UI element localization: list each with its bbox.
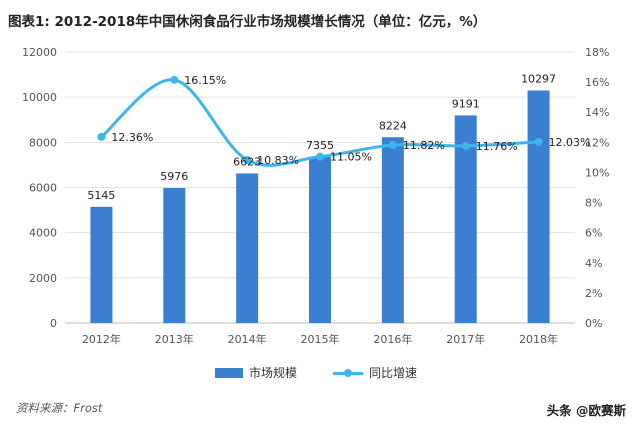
x-tick-label: 2012年 [82, 332, 121, 346]
chart-legend: 市场规模 同比增速 [215, 364, 417, 381]
y-right-tick-label: 12% [585, 136, 609, 149]
y-right-tick-label: 4% [585, 257, 602, 270]
growth-point [316, 152, 324, 161]
bar-value-label: 10297 [521, 72, 556, 85]
y-right-tick-label: 10% [585, 166, 609, 179]
y-left-tick-label: 8000 [29, 136, 57, 149]
chart-title: 图表1: 2012-2018年中国休闲食品行业市场规模增长情况（单位：亿元，%） [8, 14, 487, 30]
y-right-tick-label: 8% [585, 197, 602, 210]
growth-value-label: 12.03% [549, 136, 591, 149]
legend-item-line: 同比增速 [333, 364, 417, 381]
bar [527, 90, 550, 324]
x-tick-label: 2016年 [373, 332, 412, 346]
y-right-tick-label: 2% [585, 287, 602, 300]
source-note: 资料来源：Frost [16, 401, 103, 415]
growth-value-label: 11.82% [403, 139, 445, 152]
y-left-tick-label: 12000 [22, 46, 57, 59]
y-left-tick-label: 4000 [29, 227, 57, 240]
growth-value-label: 10.83% [257, 154, 299, 167]
y-right-tick-label: 0% [585, 317, 602, 330]
bar-value-label: 5145 [87, 189, 115, 202]
legend-item-bar: 市场规模 [215, 364, 297, 381]
growth-point [461, 141, 470, 150]
legend-line-swatch [333, 368, 364, 378]
y-right-tick-label: 6% [585, 227, 602, 240]
growth-value-label: 16.15% [184, 74, 226, 87]
legend-bar-swatch [215, 367, 243, 378]
bar [90, 206, 113, 323]
y-left-tick-label: 2000 [29, 272, 57, 285]
bar-value-label: 5976 [160, 170, 188, 183]
bar-value-label: 7355 [306, 139, 334, 152]
bar-value-label: 9191 [452, 97, 480, 110]
growth-value-label: 12.36% [111, 131, 153, 144]
y-right-tick-label: 18% [585, 46, 609, 59]
x-tick-label: 2015年 [301, 332, 340, 346]
y-left-tick-label: 0 [50, 317, 57, 330]
legend-line-label: 同比增速 [369, 366, 418, 380]
y-left-tick-label: 6000 [29, 182, 57, 195]
growth-point [97, 132, 106, 141]
bar [381, 137, 404, 323]
bar [236, 173, 259, 323]
growth-value-label: 11.05% [330, 151, 372, 164]
growth-point [170, 75, 179, 84]
bar-value-label: 8224 [379, 119, 407, 132]
brand-watermark: 头条 @欧赛斯 [546, 403, 626, 418]
y-left-tick-label: 10000 [22, 91, 57, 104]
x-tick-label: 2013年 [155, 332, 194, 346]
x-tick-label: 2014年 [228, 332, 267, 346]
legend-bar-label: 市场规模 [249, 366, 298, 380]
bar [163, 188, 186, 323]
y-right-tick-label: 14% [585, 106, 609, 119]
growth-point [534, 137, 543, 146]
bar [454, 115, 477, 323]
x-tick-label: 2018年 [519, 332, 558, 346]
y-right-tick-label: 16% [585, 76, 609, 89]
growth-point [243, 155, 252, 164]
x-tick-label: 2017年 [446, 332, 485, 346]
bar-value-label: 6623 [233, 155, 261, 168]
growth-value-label: 11.76% [476, 140, 518, 153]
growth-point [388, 141, 397, 150]
bar [309, 156, 331, 323]
